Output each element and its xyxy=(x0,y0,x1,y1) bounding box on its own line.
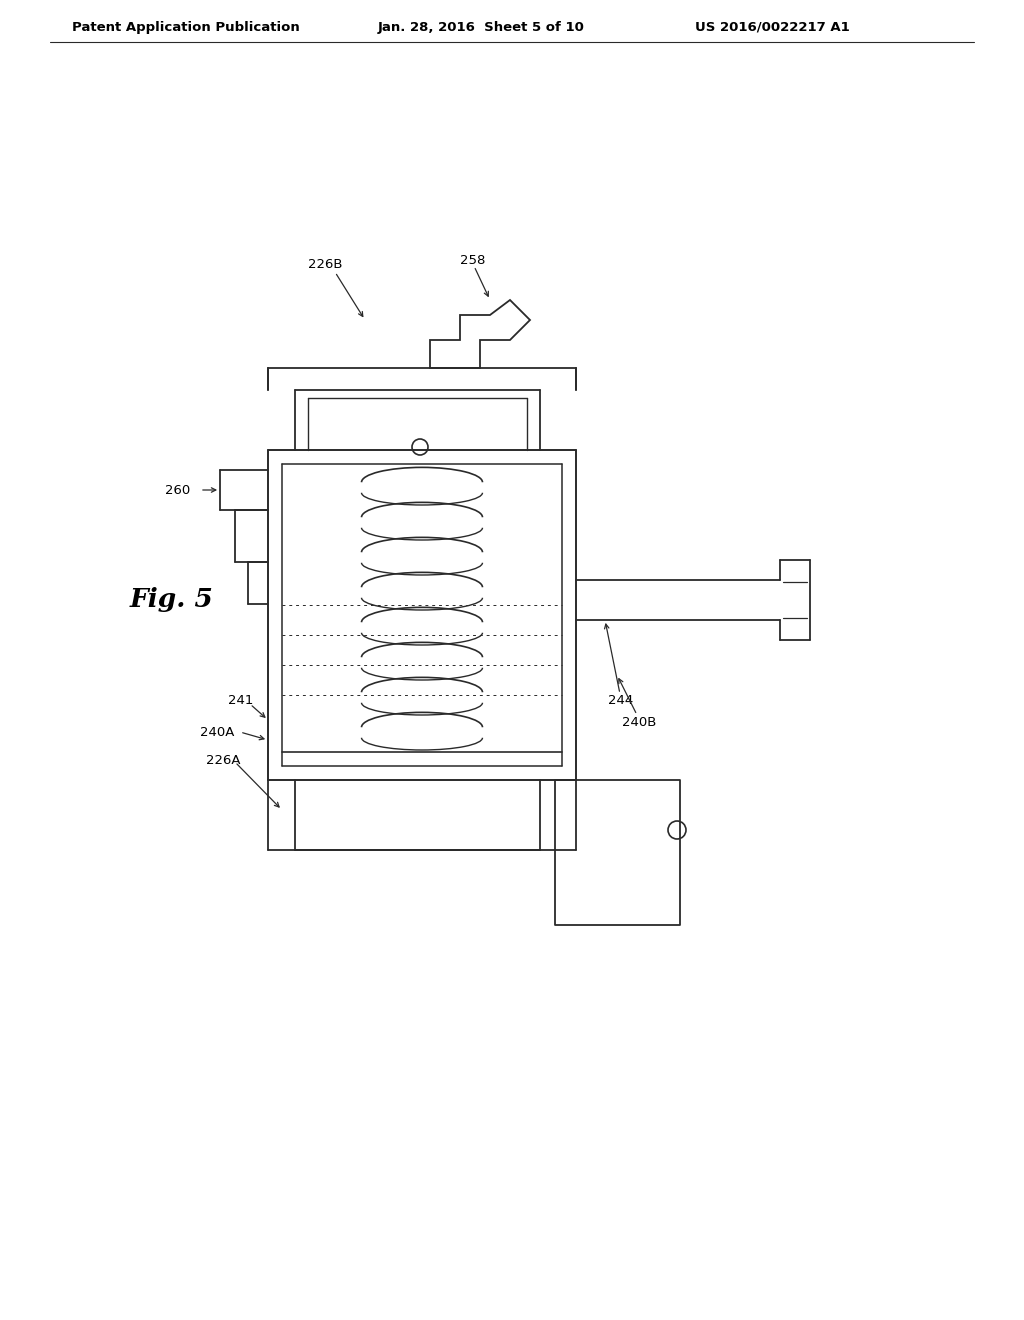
Bar xyxy=(555,780,680,925)
Text: 226B: 226B xyxy=(308,259,342,272)
Text: 258: 258 xyxy=(460,253,485,267)
Text: 244: 244 xyxy=(608,693,633,706)
Text: Fig. 5: Fig. 5 xyxy=(130,587,214,612)
Text: 260: 260 xyxy=(165,483,190,496)
Text: Patent Application Publication: Patent Application Publication xyxy=(72,21,300,34)
Text: 241: 241 xyxy=(228,693,253,706)
Text: 240A: 240A xyxy=(200,726,234,738)
Text: 226A: 226A xyxy=(206,754,241,767)
Text: 240B: 240B xyxy=(622,715,656,729)
Text: Jan. 28, 2016  Sheet 5 of 10: Jan. 28, 2016 Sheet 5 of 10 xyxy=(378,21,585,34)
Text: US 2016/0022217 A1: US 2016/0022217 A1 xyxy=(695,21,850,34)
